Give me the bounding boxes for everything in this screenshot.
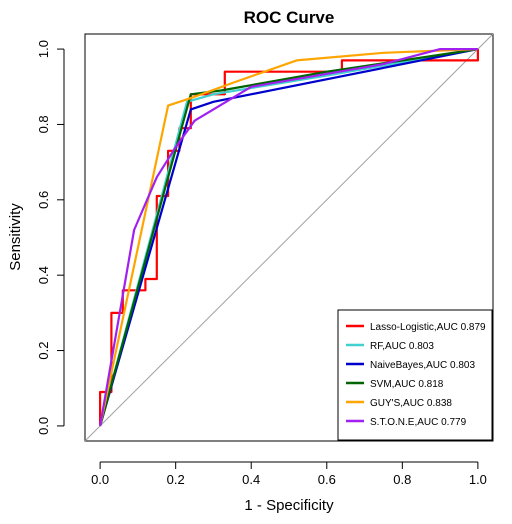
y-tick-label: 0.6 [36,191,51,209]
chart-title: ROC Curve [244,8,335,27]
legend-label-4: GUY'S,AUC 0.838 [370,398,452,409]
series-line-1 [99,48,479,427]
y-tick-label: 0.8 [36,115,51,133]
legend-label-3: SVM,AUC 0.818 [370,379,444,390]
y-tick-label: 1.0 [36,40,51,58]
x-tick-label: 1.0 [469,472,487,487]
x-tick-label: 0.4 [242,472,260,487]
reference-diagonal-layer [84,33,494,442]
x-tick-label: 0.8 [393,472,411,487]
series-line-5 [99,47,478,427]
x-tick-label: 0.0 [91,472,109,487]
series-layer [98,47,479,427]
legend-label-2: NaiveBayes,AUC 0.803 [370,360,475,371]
legend-label-5: S.T.O.N.E,AUC 0.779 [370,417,467,428]
y-tick-label: 0.0 [36,417,51,435]
y-axis-label: Sensitivity [7,203,24,271]
y-axis: 0.0 0.2 0.4 0.6 0.8 1.0 [36,40,65,435]
plot-frame [84,33,494,442]
series-line-4 [99,48,478,427]
legend-label-0: Lasso-Logistic,AUC 0.879 [370,322,486,333]
x-tick-label: 0.6 [318,472,336,487]
x-axis: 0.0 0.2 0.4 0.6 0.8 1.0 [91,461,487,487]
legend-box [337,309,493,441]
y-tick-label: 0.2 [36,342,51,360]
y-tick-label: 0.4 [36,266,51,284]
x-tick-label: 0.2 [167,472,185,487]
legend: Lasso-Logistic,AUC 0.879 RF,AUC 0.803 Naiv… [337,309,493,441]
x-axis-label: 1 - Specificity [244,497,334,514]
legend-label-1: RF,AUC 0.803 [370,341,434,352]
series-line-2 [99,48,479,427]
reference-diagonal [84,33,494,442]
